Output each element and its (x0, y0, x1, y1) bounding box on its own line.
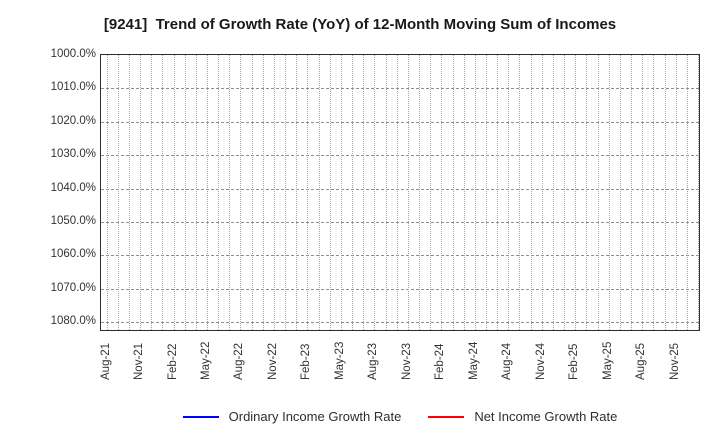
x-tick-label: Nov-24 (534, 342, 547, 380)
vertical-gridline (541, 55, 543, 330)
y-tick-label: 1080.0% (50, 315, 96, 328)
legend: Ordinary Income Growth Rate Net Income G… (100, 407, 700, 427)
vertical-gridline (664, 55, 666, 330)
horizontal-gridline (101, 121, 699, 123)
y-tick-label: 1070.0% (50, 281, 96, 294)
horizontal-gridline (101, 288, 699, 290)
vertical-gridline (686, 55, 688, 330)
x-tick-label: Aug-23 (367, 342, 380, 380)
x-tick-label: Aug-25 (635, 342, 648, 380)
vertical-gridline (419, 55, 420, 330)
vertical-gridline (463, 55, 465, 330)
vertical-gridline (173, 55, 175, 330)
x-tick-label: Feb-22 (166, 343, 179, 380)
vertical-gridline (117, 55, 119, 330)
vertical-gridline (564, 55, 566, 330)
vertical-gridline (162, 55, 164, 330)
vertical-gridline (608, 55, 610, 330)
legend-line-swatch-blue (182, 416, 219, 418)
chart-title: [9241] Trend of Growth Rate (YoY) of 12-… (103, 16, 617, 33)
x-tick-label: Feb-25 (568, 343, 581, 380)
x-tick-label: Nov-25 (668, 342, 681, 380)
y-tick-label: 1050.0% (50, 215, 96, 227)
horizontal-gridline (101, 222, 699, 223)
vertical-gridline (631, 55, 632, 330)
vertical-gridline (285, 55, 287, 330)
vertical-gridline (396, 55, 398, 330)
x-tick-label: May-22 (199, 341, 212, 380)
legend-line-swatch-red (428, 416, 465, 418)
vertical-gridline (318, 55, 320, 330)
x-tick-label: Nov-22 (266, 342, 279, 380)
plot-area (100, 54, 700, 331)
y-tick-label: 1060.0% (50, 248, 96, 261)
vertical-gridline (586, 55, 588, 330)
vertical-gridline (653, 55, 655, 330)
vertical-gridline (206, 55, 208, 330)
x-tick-label: Aug-21 (99, 342, 112, 380)
vertical-gridline (485, 55, 487, 330)
vertical-gridline (229, 55, 231, 330)
vertical-gridline (184, 55, 186, 330)
vertical-gridline (497, 55, 499, 330)
vertical-gridline (575, 55, 577, 330)
vertical-gridline (363, 55, 365, 330)
x-tick-label: Feb-24 (434, 343, 447, 380)
vertical-gridline (597, 55, 599, 330)
vertical-gridline (519, 55, 521, 330)
vertical-gridline (407, 55, 409, 330)
vertical-gridline (530, 55, 532, 330)
x-tick-label: May-24 (467, 341, 480, 380)
legend-item-net-income: Net Income Growth Rate (428, 409, 617, 425)
vertical-gridline (340, 55, 342, 330)
x-tick-label: Nov-23 (400, 342, 413, 380)
x-tick-label: Aug-24 (501, 342, 514, 380)
vertical-gridline (195, 55, 197, 330)
y-tick-label: 1040.0% (50, 181, 96, 194)
vertical-gridline (508, 55, 510, 330)
y-tick-label: 1020.0% (50, 114, 96, 127)
horizontal-gridline (101, 88, 699, 90)
vertical-gridline (441, 55, 443, 330)
vertical-gridline (642, 55, 644, 330)
vertical-gridline (552, 55, 554, 330)
vertical-gridline (619, 55, 621, 330)
vertical-gridline (296, 55, 298, 330)
vertical-gridline (128, 55, 130, 330)
horizontal-gridline (101, 155, 699, 157)
legend-label: Net Income Growth Rate (474, 409, 618, 424)
legend-item-ordinary-income: Ordinary Income Growth Rate (182, 409, 402, 425)
vertical-gridline (352, 55, 353, 330)
horizontal-gridline (101, 255, 699, 257)
y-tick-label: 1000.0% (50, 48, 96, 60)
vertical-gridline (430, 55, 432, 330)
x-tick-label: May-23 (333, 341, 346, 380)
vertical-gridline (140, 55, 141, 330)
x-tick-label: Nov-21 (133, 342, 145, 380)
horizontal-gridline (101, 188, 699, 190)
horizontal-gridline (101, 322, 699, 324)
vertical-gridline (385, 55, 387, 330)
x-tick-label: Feb-23 (300, 343, 313, 380)
vertical-gridline (240, 55, 242, 330)
vertical-gridline (307, 55, 309, 330)
legend-label: Ordinary Income Growth Rate (228, 409, 402, 424)
vertical-gridline (329, 55, 331, 330)
vertical-gridline (251, 55, 253, 330)
y-tick-label: 1010.0% (50, 81, 96, 94)
x-tick-label: Aug-22 (233, 342, 246, 380)
x-tick-label: May-25 (601, 341, 614, 380)
y-tick-label: 1030.0% (50, 148, 96, 161)
vertical-gridline (675, 55, 677, 330)
vertical-gridline (218, 55, 220, 330)
vertical-gridline (106, 55, 108, 330)
vertical-gridline (374, 55, 376, 330)
vertical-gridline (474, 55, 476, 330)
vertical-gridline (273, 55, 275, 330)
vertical-gridline (151, 55, 153, 330)
vertical-gridline (452, 55, 454, 330)
vertical-gridline (698, 55, 699, 330)
vertical-gridline (262, 55, 264, 330)
